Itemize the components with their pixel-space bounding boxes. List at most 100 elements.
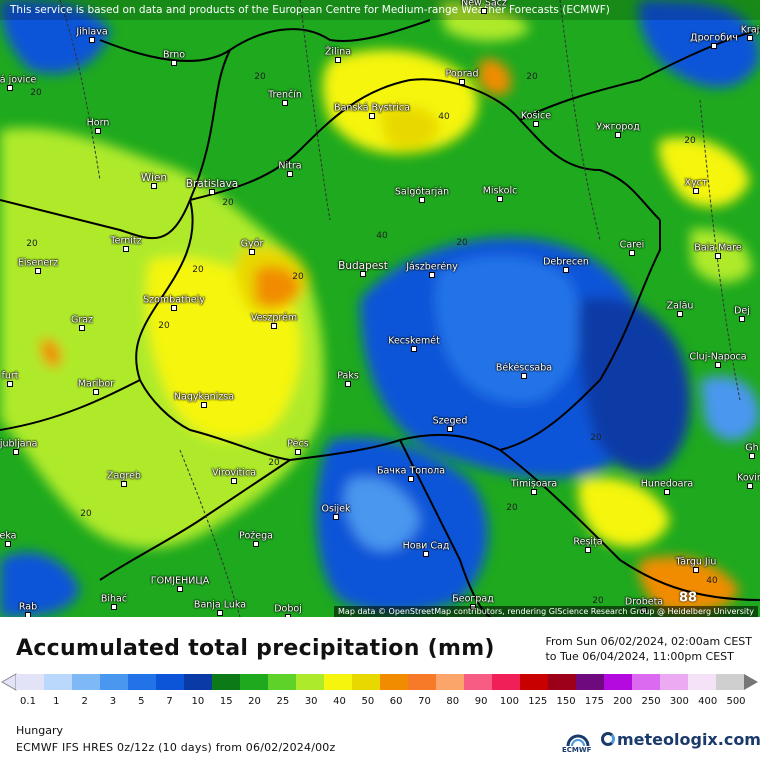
city-label: Ljubljana — [0, 438, 38, 450]
contour-label: 20 — [268, 458, 280, 468]
scale-swatch — [240, 674, 269, 690]
city-label: Nagykanizsa — [173, 391, 235, 403]
legend-title: Accumulated total precipitation (mm) — [16, 636, 495, 661]
city-dot — [231, 478, 237, 484]
city-dot — [79, 325, 85, 331]
city-dot — [677, 311, 683, 317]
color-scale-bar — [0, 673, 758, 691]
city-label: Carei — [619, 239, 645, 251]
region-name: Hungary — [16, 724, 63, 737]
contour-label: 20 — [456, 238, 468, 248]
city-dot — [35, 268, 41, 274]
city-label: Banja Luka — [193, 599, 247, 611]
scale-label: 2 — [81, 696, 88, 707]
city-label: Osijek — [321, 503, 351, 515]
scale-swatch — [72, 674, 101, 690]
contour-label: 20 — [292, 272, 304, 282]
city-label: Békéscsaba — [495, 362, 553, 374]
city-dot — [711, 43, 717, 49]
city-label: Cluj-Napoca — [689, 351, 747, 363]
ecmwf-logo-text: ECMWF — [562, 746, 592, 754]
scale-swatch — [128, 674, 157, 690]
scale-label: 500 — [726, 696, 746, 707]
contour-label: 20 — [684, 136, 696, 146]
city-label: Doboj — [274, 603, 302, 615]
city-dot — [715, 362, 721, 368]
city-label: Bihać — [100, 593, 128, 605]
scale-swatch — [184, 674, 213, 690]
city-dot — [408, 476, 414, 482]
city-dot — [419, 197, 425, 203]
scale-swatch — [212, 674, 241, 690]
city-dot — [13, 449, 19, 455]
city-dot — [531, 489, 537, 495]
city-label: Jihlava — [76, 26, 108, 38]
contour-label: 40 — [438, 112, 450, 122]
city-dot — [629, 250, 635, 256]
city-dot — [739, 316, 745, 322]
city-dot — [585, 547, 591, 553]
precipitation-map[interactable]: This service is based on data and produc… — [0, 0, 760, 617]
city-label: eská jovice — [0, 74, 37, 86]
city-label: Eisenerz — [17, 257, 59, 269]
scale-label: 15 — [219, 696, 233, 707]
city-label: Pécs — [287, 438, 309, 450]
city-dot — [171, 60, 177, 66]
meteologix-logo-icon — [601, 732, 615, 746]
date-from: From Sun 06/02/2024, 02:00am CEST — [545, 635, 752, 648]
contour-label: 40 — [706, 576, 718, 586]
scale-swatch — [268, 674, 297, 690]
contour-label: 20 — [80, 509, 92, 519]
city-label: Győr — [240, 238, 264, 250]
city-dot — [282, 100, 288, 106]
city-label: Banská Bystrica — [334, 102, 410, 114]
city-dot — [93, 389, 99, 395]
contour-label: 20 — [30, 88, 42, 98]
scale-label: 7 — [166, 696, 173, 707]
precip-field — [0, 0, 760, 617]
scale-label: 90 — [474, 696, 488, 707]
scale-label: 300 — [669, 696, 689, 707]
city-dot — [360, 271, 366, 277]
city-label: Dej — [734, 305, 750, 317]
scale-label: 5 — [138, 696, 145, 707]
city-label: eka — [0, 530, 17, 542]
city-dot — [25, 612, 31, 617]
city-dot — [123, 246, 129, 252]
scale-swatch — [380, 674, 409, 690]
map-credit: Map data © OpenStreetMap contributors, r… — [334, 606, 758, 617]
contour-label: 20 — [592, 596, 604, 606]
city-dot — [295, 449, 301, 455]
city-dot — [201, 402, 207, 408]
city-label: Trenčín — [268, 89, 302, 101]
city-label: Szeged — [432, 415, 468, 427]
city-dot — [563, 267, 569, 273]
city-label: Graz — [70, 314, 94, 326]
city-label: Дрогобич — [690, 32, 738, 44]
city-label: Reșița — [573, 536, 603, 548]
city-dot — [7, 85, 13, 91]
scale-label: 250 — [641, 696, 661, 707]
city-dot — [747, 35, 753, 41]
city-dot — [664, 489, 670, 495]
scale-label: 30 — [304, 696, 318, 707]
city-label: Zalău — [666, 300, 694, 312]
city-label: Drobeta — [624, 596, 664, 608]
city-label: Нови Сад — [402, 540, 450, 552]
scale-swatch — [576, 674, 605, 690]
city-dot — [151, 183, 157, 189]
city-label: Târgu Jiu — [675, 556, 717, 568]
city-dot — [369, 113, 375, 119]
scale-label: 60 — [389, 696, 403, 707]
city-dot — [333, 514, 339, 520]
contour-label: 20 — [254, 72, 266, 82]
meteologix-logo[interactable]: meteologix.com — [601, 730, 760, 749]
city-dot — [429, 272, 435, 278]
city-dot — [249, 249, 255, 255]
scale-label: 10 — [191, 696, 205, 707]
scale-arrow-left — [0, 673, 17, 691]
scale-label: 125 — [528, 696, 548, 707]
scale-swatch — [716, 674, 745, 690]
city-dot — [253, 541, 259, 547]
city-dot — [95, 128, 101, 134]
